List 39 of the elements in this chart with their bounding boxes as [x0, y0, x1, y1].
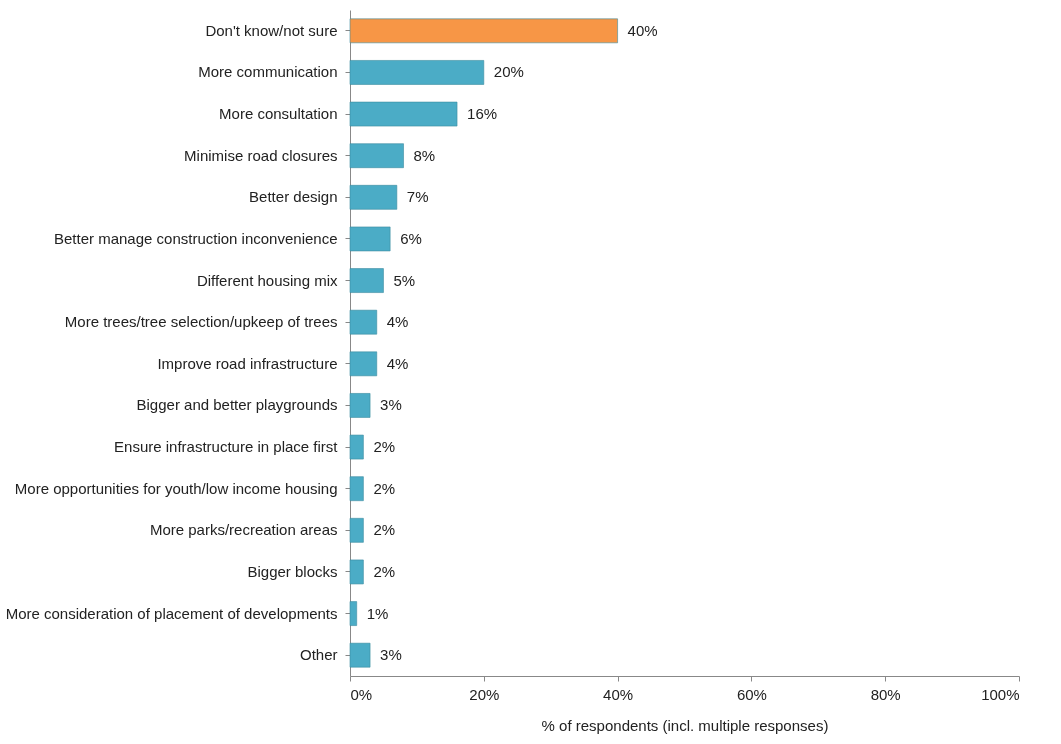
data-label: 8% [413, 146, 436, 164]
x-tick-label: 100% [981, 685, 1020, 703]
y-tick-label: Better design [249, 188, 338, 206]
x-tick-label: 0% [350, 685, 373, 703]
data-label: 5% [393, 271, 416, 289]
y-tick-label: Don't know/not sure [205, 21, 338, 39]
y-tick-label: Bigger blocks [247, 562, 338, 580]
data-label: 20% [493, 63, 524, 81]
y-tick-label: Ensure infrastructure in place first [114, 438, 339, 456]
y-tick-label: More parks/recreation areas [149, 521, 338, 539]
y-tick-label: Other [299, 646, 338, 664]
data-label: 2% [373, 521, 396, 539]
x-tick-label: 80% [870, 685, 901, 703]
data-label: 3% [380, 396, 402, 414]
data-label: 1% [366, 604, 389, 622]
y-tick-label: More opportunities for youth/low income housing [14, 479, 338, 497]
y-tick-label: More consideration of placement of developments [5, 604, 338, 622]
data-label: 4% [386, 313, 409, 331]
data-label: 2% [373, 438, 396, 456]
y-tick-label: Minimise road closures [184, 146, 338, 164]
x-tick-label: 20% [469, 685, 500, 703]
y-tick-label: Better manage construction inconvenience [53, 229, 338, 247]
data-label: 7% [406, 188, 429, 206]
data-label: 2% [373, 562, 396, 580]
data-label: 6% [400, 229, 422, 247]
y-tick-label: Improve road infrastructure [157, 354, 338, 372]
x-axis-title: % of respondents (incl. multiple responses) [541, 716, 829, 734]
y-tick-label: Different housing mix [196, 271, 338, 289]
data-label: 40% [627, 21, 658, 39]
y-tick-label: More communication [198, 63, 338, 81]
data-label: 3% [380, 646, 402, 664]
x-tick-label: 60% [736, 685, 767, 703]
data-label: 4% [386, 354, 409, 372]
data-label: 16% [467, 105, 498, 123]
x-tick-label: 40% [603, 685, 634, 703]
data-label: 2% [373, 479, 396, 497]
y-tick-label: More trees/tree selection/upkeep of trees [64, 313, 338, 331]
y-tick-label: More consultation [219, 105, 338, 123]
y-tick-label: Bigger and better playgrounds [136, 396, 338, 414]
